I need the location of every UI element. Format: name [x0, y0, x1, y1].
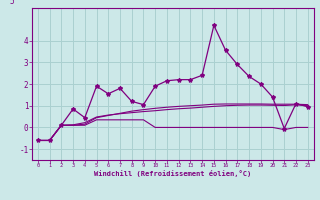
Text: 5: 5	[9, 0, 14, 6]
X-axis label: Windchill (Refroidissement éolien,°C): Windchill (Refroidissement éolien,°C)	[94, 170, 252, 177]
